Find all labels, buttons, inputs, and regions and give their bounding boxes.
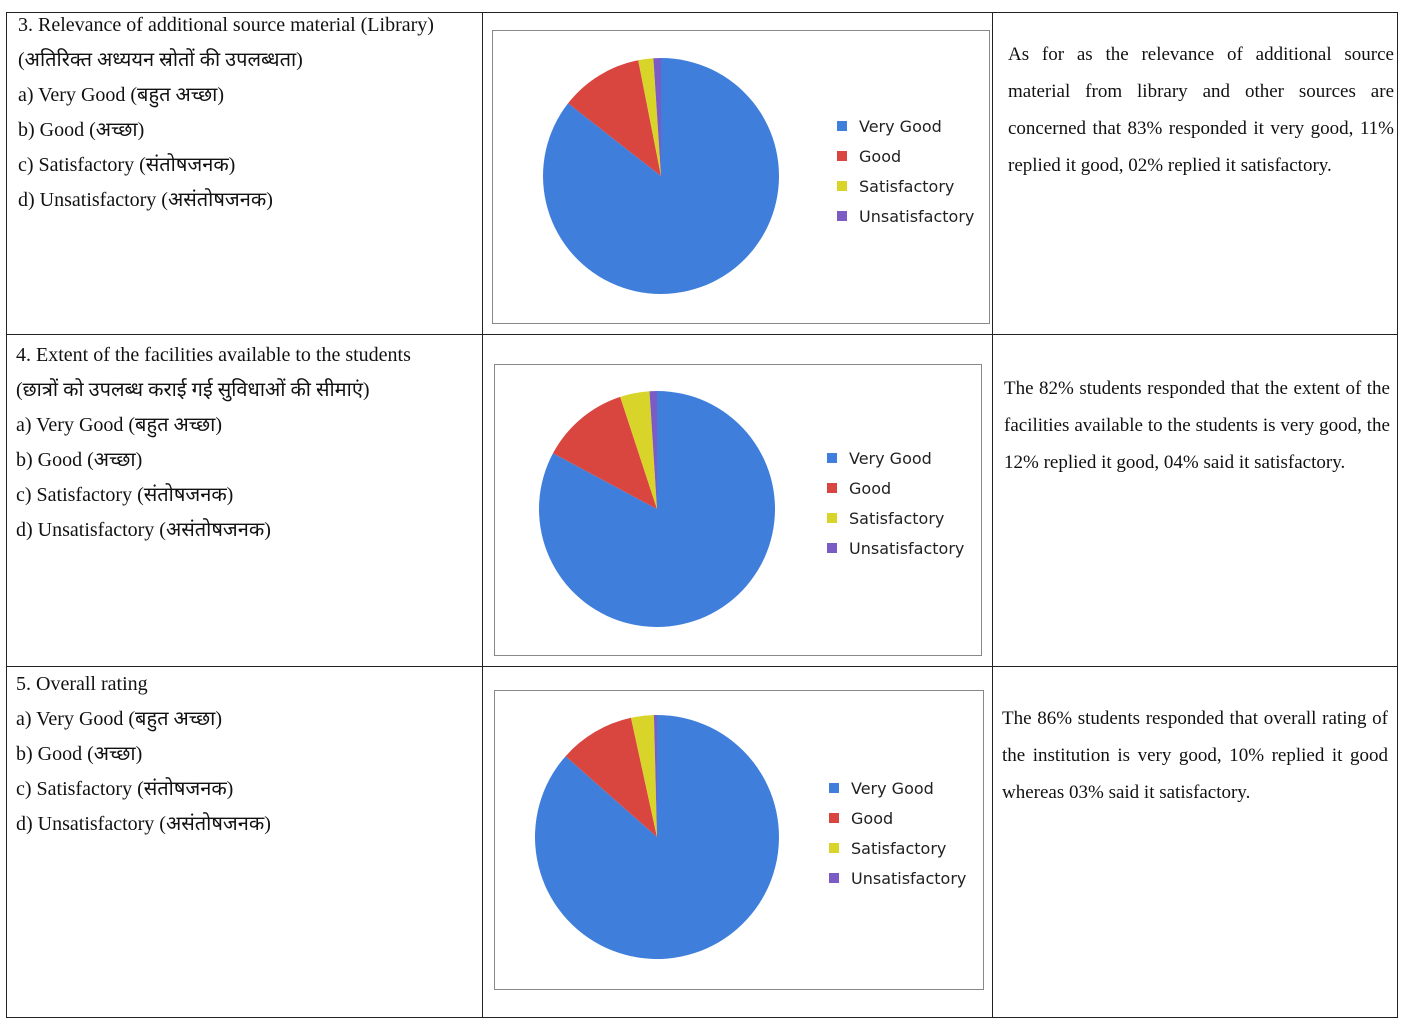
legend-label-satisfactory: Satisfactory bbox=[859, 177, 954, 196]
pie-slice-satisfactory bbox=[620, 391, 657, 509]
option-unsatisfactory: d) Unsatisfactory (असंतोषजनक) bbox=[16, 519, 271, 541]
question-cell-5: 5. Overall rating a) Very Good (बहुत अच्… bbox=[16, 667, 476, 842]
legend-swatch-very-good bbox=[837, 121, 847, 131]
legend-label-unsatisfactory: Unsatisfactory bbox=[851, 869, 966, 888]
legend-label-unsatisfactory: Unsatisfactory bbox=[849, 539, 964, 558]
option-very-good: a) Very Good (बहुत अच्छा) bbox=[16, 708, 222, 730]
legend-label-good: Good bbox=[851, 809, 893, 828]
column-divider-2 bbox=[992, 12, 993, 1018]
table-border-top bbox=[6, 12, 1398, 13]
question-title: 4. Extent of the facilities available to… bbox=[16, 344, 411, 366]
option-good: b) Good (अच्छा) bbox=[16, 449, 143, 471]
description-cell-4: The 82% students responded that the exte… bbox=[1004, 378, 1390, 473]
pie-slice-very-good bbox=[534, 715, 779, 959]
legend-swatch-good bbox=[837, 151, 847, 161]
row-divider-1 bbox=[6, 334, 1398, 335]
pie-slice-good bbox=[568, 60, 661, 176]
legend-swatch-unsatisfactory bbox=[827, 543, 837, 553]
legend-swatch-good bbox=[827, 483, 837, 493]
option-satisfactory: c) Satisfactory (संतोषजनक) bbox=[16, 778, 234, 800]
pie-chart-svg: Very Good Good Satisfactory Unsatisfactory bbox=[539, 391, 964, 627]
pie-slice-good bbox=[565, 717, 657, 837]
question-title: 3. Relevance of additional source materi… bbox=[18, 14, 434, 36]
row-divider-2 bbox=[6, 666, 1398, 667]
question-title-hindi: (छात्रों को उपलब्ध कराई गई सुविधाओं की स… bbox=[16, 379, 370, 401]
legend-label-very-good: Very Good bbox=[859, 117, 942, 136]
legend-label-satisfactory: Satisfactory bbox=[849, 509, 944, 528]
legend-swatch-satisfactory bbox=[829, 843, 839, 853]
question-title-hindi: (अतिरिक्त अध्ययन स्रोतों की उपलब्धता) bbox=[18, 49, 303, 71]
question-cell-4: 4. Extent of the facilities available to… bbox=[16, 338, 476, 548]
option-good: b) Good (अच्छा) bbox=[18, 119, 145, 141]
option-good: b) Good (अच्छा) bbox=[16, 743, 143, 765]
legend-swatch-unsatisfactory bbox=[837, 211, 847, 221]
question-cell-3: 3. Relevance of additional source materi… bbox=[18, 8, 478, 218]
option-satisfactory: c) Satisfactory (संतोषजनक) bbox=[18, 154, 236, 176]
pie-chart-svg: Very Good Good Satisfactory Unsatisfactory bbox=[543, 58, 974, 294]
pie-slice-good bbox=[552, 396, 657, 509]
table-border-right bbox=[1397, 12, 1398, 1018]
pie-slice-very-good bbox=[543, 58, 780, 294]
pie-slice-satisfactory bbox=[630, 715, 657, 837]
legend-label-good: Good bbox=[859, 147, 901, 166]
legend-swatch-satisfactory bbox=[827, 513, 837, 523]
pie-slice-satisfactory bbox=[638, 58, 661, 176]
legend-swatch-very-good bbox=[827, 453, 837, 463]
column-divider-1 bbox=[482, 12, 483, 1018]
description-cell-5: The 86% students responded that overall … bbox=[1002, 708, 1388, 803]
option-unsatisfactory: d) Unsatisfactory (असंतोषजनक) bbox=[16, 813, 271, 835]
pie-slice-unsatisfactory bbox=[653, 58, 661, 176]
legend-label-very-good: Very Good bbox=[849, 449, 932, 468]
description-cell-3: As for as the relevance of additional so… bbox=[1008, 44, 1394, 176]
option-unsatisfactory: d) Unsatisfactory (असंतोषजनक) bbox=[18, 189, 273, 211]
pie-slice-unsatisfactory bbox=[649, 391, 657, 509]
legend-swatch-good bbox=[829, 813, 839, 823]
legend-label-good: Good bbox=[849, 479, 891, 498]
legend-label-very-good: Very Good bbox=[851, 779, 934, 798]
pie-slice-very-good bbox=[539, 391, 776, 627]
question-title: 5. Overall rating bbox=[16, 673, 148, 695]
option-very-good: a) Very Good (बहुत अच्छा) bbox=[18, 84, 224, 106]
pie-chart-svg: Very Good Good Satisfactory Unsatisfactory bbox=[534, 715, 966, 959]
legend-swatch-satisfactory bbox=[837, 181, 847, 191]
legend-swatch-very-good bbox=[829, 783, 839, 793]
pie-chart-3: Very Good Good Satisfactory Unsatisfactory bbox=[492, 30, 990, 324]
option-very-good: a) Very Good (बहुत अच्छा) bbox=[16, 414, 222, 436]
table-border-bottom bbox=[6, 1017, 1398, 1018]
option-satisfactory: c) Satisfactory (संतोषजनक) bbox=[16, 484, 234, 506]
survey-table: 3. Relevance of additional source materi… bbox=[6, 12, 1398, 1018]
legend-label-unsatisfactory: Unsatisfactory bbox=[859, 207, 974, 226]
pie-chart-4: Very Good Good Satisfactory Unsatisfactory bbox=[494, 364, 982, 656]
legend-label-satisfactory: Satisfactory bbox=[851, 839, 946, 858]
pie-chart-5: Very Good Good Satisfactory Unsatisfactory bbox=[494, 690, 984, 990]
table-border-left bbox=[6, 12, 7, 1018]
legend-swatch-unsatisfactory bbox=[829, 873, 839, 883]
pie-slice-unsatisfactory bbox=[653, 715, 657, 837]
